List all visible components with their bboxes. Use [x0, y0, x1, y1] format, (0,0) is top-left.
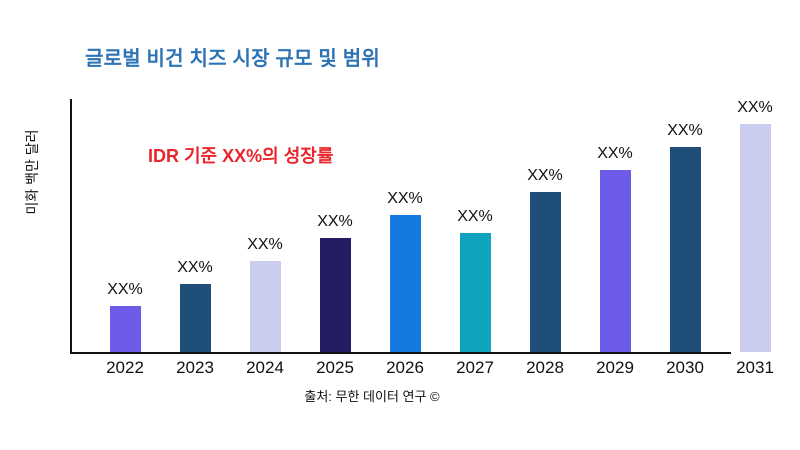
bar-value-label-2023: XX% — [177, 259, 213, 276]
bar-value-label-2022: XX% — [107, 281, 143, 298]
bar-value-label-2030: XX% — [667, 122, 703, 139]
growth-rate-annotation: IDR 기준 XX%의 성장률 — [148, 146, 334, 166]
bar-value-label-2031: XX% — [737, 99, 773, 116]
bar-2031 — [739, 124, 771, 352]
source-caption: 출처: 무한 데이터 연구 © — [304, 389, 440, 404]
x-tick-2027: 2027 — [456, 358, 494, 377]
bar-2030 — [669, 147, 701, 352]
bar-value-label-2029: XX% — [597, 145, 633, 162]
bar-2026 — [389, 215, 421, 352]
y-axis-line — [70, 99, 72, 354]
x-tick-2031: 2031 — [736, 358, 774, 377]
bar-group-2026: XX% — [370, 190, 440, 352]
bar-value-label-2024: XX% — [247, 236, 283, 253]
bar-group-2024: XX% — [230, 236, 300, 352]
x-tick-2024: 2024 — [246, 358, 284, 377]
x-axis-line — [70, 352, 731, 354]
bar-group-2029: XX% — [580, 145, 650, 352]
bar-group-2023: XX% — [160, 259, 230, 352]
bar-2029 — [599, 170, 631, 352]
x-tick-2030: 2030 — [666, 358, 704, 377]
bar-2024 — [249, 261, 281, 352]
x-tick-2029: 2029 — [596, 358, 634, 377]
bar-value-label-2028: XX% — [527, 167, 563, 184]
bar-2022 — [109, 306, 141, 352]
bar-group-2025: XX% — [300, 213, 370, 352]
x-tick-2026: 2026 — [386, 358, 424, 377]
bar-value-label-2026: XX% — [387, 190, 423, 207]
bar-2023 — [179, 284, 211, 352]
x-tick-2022: 2022 — [106, 358, 144, 377]
x-tick-2023: 2023 — [176, 358, 214, 377]
x-tick-2025: 2025 — [316, 358, 354, 377]
bar-value-label-2025: XX% — [317, 213, 353, 230]
chart-title: 글로벌 비건 치즈 시장 규모 및 범위 — [85, 48, 380, 70]
bar-2027 — [459, 233, 491, 352]
bar-2028 — [529, 192, 561, 352]
bar-group-2027: XX% — [440, 208, 510, 352]
bar-2025 — [319, 238, 351, 352]
bar-group-2031: XX% — [720, 99, 790, 352]
bar-group-2022: XX% — [90, 281, 160, 352]
plot-area: XX% 2022 XX% 2023 XX% 2024 XX% 2025 XX% 2026 XX% 20… — [70, 99, 790, 377]
bar-group-2030: XX% — [650, 122, 720, 352]
bar-group-2028: XX% — [510, 167, 580, 352]
bar-value-label-2027: XX% — [457, 208, 493, 225]
x-tick-2028: 2028 — [526, 358, 564, 377]
y-axis-label: 미화 백만 달러 — [24, 129, 40, 215]
